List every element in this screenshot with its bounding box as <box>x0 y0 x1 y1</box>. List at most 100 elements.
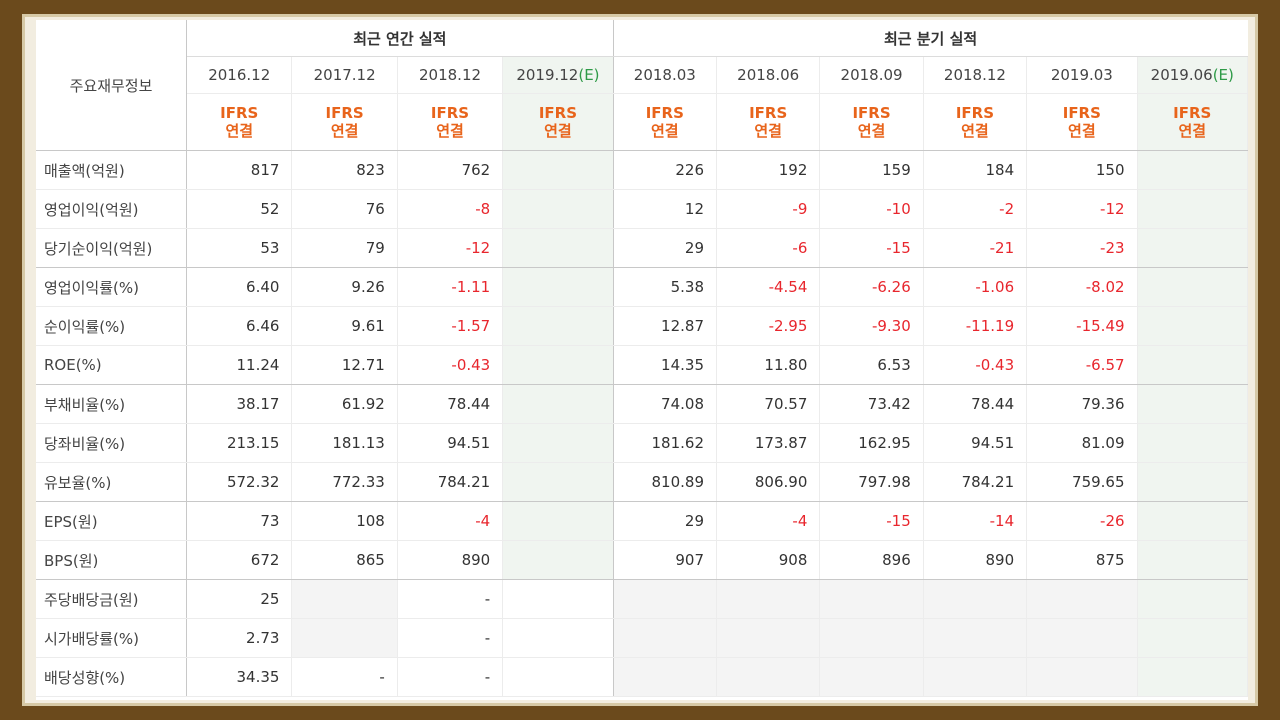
table-row: 유보율(%) 572.32 772.33 784.21 810.89 806.90 797.… <box>36 462 1248 502</box>
value-cell: 762 <box>397 150 504 190</box>
ifrs-label: IFRS <box>430 104 470 122</box>
value-cell: 9.61 <box>291 306 398 346</box>
value-cell: 823 <box>291 150 398 190</box>
value-cell: -6 <box>716 228 821 268</box>
value-cell: 865 <box>291 540 398 580</box>
row-label: 유보율(%) <box>36 462 188 502</box>
row-label: 매출액(억원) <box>36 150 188 190</box>
value-cell <box>716 579 821 619</box>
period-header: 2019.12(E) <box>502 56 614 94</box>
period-header: 2017.12 <box>291 56 398 94</box>
value-cell: 78.44 <box>397 384 504 424</box>
value-cell: 34.35 <box>186 657 293 697</box>
value-cell <box>613 657 718 697</box>
value-cell: -8 <box>397 189 504 229</box>
value-cell <box>716 657 821 697</box>
value-cell: 94.51 <box>397 423 504 463</box>
value-cell: 29 <box>613 228 718 268</box>
value-cell <box>502 423 614 463</box>
value-cell: 817 <box>186 150 293 190</box>
value-cell <box>1137 384 1248 424</box>
accounting-basis: IFRS 연결 <box>613 93 718 151</box>
row-label: 당기순이익(억원) <box>36 228 188 268</box>
value-cell: 12 <box>613 189 718 229</box>
value-cell: 875 <box>1026 540 1138 580</box>
value-cell <box>1137 579 1248 619</box>
value-cell <box>1137 345 1248 385</box>
period-header: 2018.12 <box>397 56 504 94</box>
accounting-basis: IFRS 연결 <box>923 93 1028 151</box>
row-label: 영업이익(억원) <box>36 189 188 229</box>
value-cell: 896 <box>819 540 924 580</box>
ifrs-label: IFRS <box>955 104 995 122</box>
value-cell <box>819 618 924 658</box>
value-cell: 38.17 <box>186 384 293 424</box>
value-cell: 806.90 <box>716 462 821 502</box>
table-row: 영업이익률(%) 6.40 9.26 -1.11 5.38 -4.54 -6.26 -1.06… <box>36 267 1248 307</box>
quarter-header: 최근 분기 실적 <box>613 20 1248 57</box>
table-row: 부채비율(%) 38.17 61.92 78.44 74.08 70.57 73.42 78.… <box>36 384 1248 424</box>
value-cell <box>502 618 614 658</box>
value-cell <box>502 345 614 385</box>
table-row: BPS(원) 672 865 890 907 908 896 890 875 <box>36 540 1248 580</box>
row-label: 배당성향(%) <box>36 657 188 697</box>
value-cell: 2.73 <box>186 618 293 658</box>
table-row: 주당배당금(원) 25 - <box>36 579 1248 619</box>
value-cell <box>1137 189 1248 229</box>
value-cell: -4.54 <box>716 267 821 307</box>
period-date: 2018.09 <box>840 66 903 84</box>
value-cell <box>502 150 614 190</box>
value-cell: 572.32 <box>186 462 293 502</box>
value-cell: -4 <box>716 501 821 541</box>
ifrs-label: IFRS <box>645 104 684 122</box>
value-cell: -1.57 <box>397 306 504 346</box>
financial-table-panel: 주요재무정보 최근 연간 실적 최근 분기 실적 2016.12 2017.12 2… <box>36 20 1248 700</box>
accounting-basis: IFRS 연결 <box>397 93 504 151</box>
table-row: ROE(%) 11.24 12.71 -0.43 14.35 11.80 6.53 -0.43… <box>36 345 1248 385</box>
value-cell: 79 <box>291 228 398 268</box>
value-cell: 192 <box>716 150 821 190</box>
value-cell: -8.02 <box>1026 267 1138 307</box>
value-cell <box>613 618 718 658</box>
ifrs-label: IFRS <box>852 104 891 122</box>
value-cell <box>1137 423 1248 463</box>
value-cell: -1.06 <box>923 267 1028 307</box>
consolidated-label: 연결 <box>754 122 782 140</box>
value-cell: 890 <box>923 540 1028 580</box>
value-cell <box>716 618 821 658</box>
financial-summary-table: 주요재무정보 최근 연간 실적 최근 분기 실적 2016.12 2017.12 2… <box>36 20 1248 697</box>
value-cell: 12.71 <box>291 345 398 385</box>
value-cell: 11.80 <box>716 345 821 385</box>
value-cell: -14 <box>923 501 1028 541</box>
value-cell: 70.57 <box>716 384 821 424</box>
period-date: 2019.03 <box>1050 66 1113 84</box>
value-cell: -6.26 <box>819 267 924 307</box>
value-cell: 14.35 <box>613 345 718 385</box>
value-cell <box>1026 657 1138 697</box>
period-header: 2019.03 <box>1026 56 1138 94</box>
value-cell: -10 <box>819 189 924 229</box>
table-title: 주요재무정보 <box>36 20 188 151</box>
value-cell: -0.43 <box>923 345 1028 385</box>
value-cell: 94.51 <box>923 423 1028 463</box>
row-label: 주당배당금(원) <box>36 579 188 619</box>
value-cell: -6.57 <box>1026 345 1138 385</box>
ifrs-label: IFRS <box>1173 104 1212 122</box>
table-row: 당기순이익(억원) 53 79 -12 29 -6 -15 -21 -23 <box>36 228 1248 268</box>
value-cell: 12.87 <box>613 306 718 346</box>
value-cell: -0.43 <box>397 345 504 385</box>
value-cell <box>1137 150 1248 190</box>
value-cell: 81.09 <box>1026 423 1138 463</box>
value-cell: -1.11 <box>397 267 504 307</box>
ifrs-label: IFRS <box>220 104 259 122</box>
value-cell: 772.33 <box>291 462 398 502</box>
value-cell: -21 <box>923 228 1028 268</box>
value-cell: -12 <box>397 228 504 268</box>
value-cell: -15 <box>819 501 924 541</box>
consolidated-label: 연결 <box>1068 122 1096 140</box>
table-row: 배당성향(%) 34.35- - <box>36 657 1248 697</box>
value-cell: - <box>397 618 504 658</box>
consolidated-label: 연결 <box>857 122 886 140</box>
period-header: 2018.12 <box>923 56 1028 94</box>
accounting-basis: IFRS 연결 <box>819 93 924 151</box>
